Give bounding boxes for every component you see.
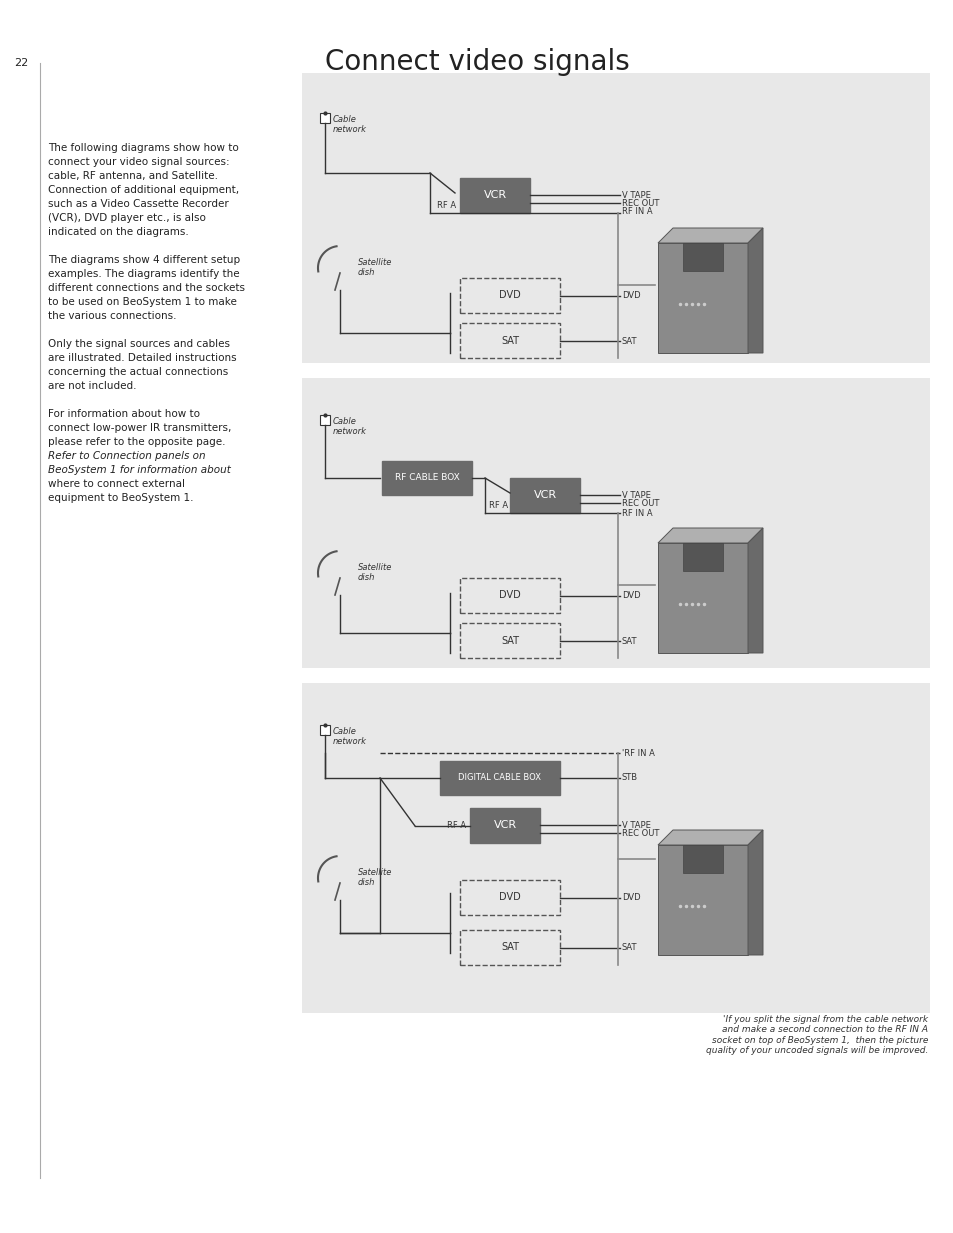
FancyBboxPatch shape [319, 725, 330, 735]
Text: Satellite: Satellite [357, 868, 392, 877]
Text: Cable: Cable [333, 115, 356, 125]
Text: 'RF IN A: 'RF IN A [621, 748, 654, 757]
Text: REC OUT: REC OUT [621, 199, 659, 207]
Text: DVD: DVD [621, 592, 640, 600]
Text: dish: dish [357, 573, 375, 582]
FancyBboxPatch shape [682, 243, 722, 270]
Text: where to connect external: where to connect external [48, 478, 185, 490]
FancyBboxPatch shape [381, 461, 472, 494]
Text: are illustrated. Detailed instructions: are illustrated. Detailed instructions [48, 353, 236, 363]
Text: Connect video signals: Connect video signals [324, 48, 629, 76]
Text: 22: 22 [13, 58, 28, 68]
Text: RF A: RF A [446, 821, 465, 831]
Text: please refer to the opposite page.: please refer to the opposite page. [48, 436, 225, 448]
Polygon shape [747, 830, 762, 956]
Text: examples. The diagrams identify the: examples. The diagrams identify the [48, 269, 239, 279]
Text: connect low-power IR transmitters,: connect low-power IR transmitters, [48, 423, 232, 433]
Text: 'If you split the signal from the cable network
and make a second connection to : 'If you split the signal from the cable … [705, 1015, 927, 1055]
Text: equipment to BeoSystem 1.: equipment to BeoSystem 1. [48, 493, 193, 503]
Text: SAT: SAT [621, 636, 637, 646]
Text: RF A: RF A [488, 502, 507, 510]
FancyBboxPatch shape [459, 277, 559, 313]
Text: indicated on the diagrams.: indicated on the diagrams. [48, 227, 189, 237]
Text: DVD: DVD [621, 894, 640, 903]
FancyBboxPatch shape [302, 683, 929, 1014]
FancyBboxPatch shape [459, 623, 559, 658]
Text: RF CABLE BOX: RF CABLE BOX [395, 473, 459, 482]
Text: RF A: RF A [436, 201, 456, 211]
FancyBboxPatch shape [302, 379, 929, 668]
Text: RF IN A: RF IN A [621, 508, 652, 518]
Text: DVD: DVD [498, 591, 520, 600]
Text: DVD: DVD [498, 893, 520, 903]
Text: DIGITAL CABLE BOX: DIGITAL CABLE BOX [458, 773, 541, 783]
Text: SAT: SAT [500, 942, 518, 953]
Text: REC OUT: REC OUT [621, 498, 659, 508]
FancyBboxPatch shape [459, 323, 559, 358]
Text: The following diagrams show how to: The following diagrams show how to [48, 143, 238, 153]
Text: network: network [333, 125, 367, 134]
Text: dish: dish [357, 878, 375, 887]
FancyBboxPatch shape [459, 880, 559, 915]
Text: For information about how to: For information about how to [48, 409, 200, 419]
FancyBboxPatch shape [658, 543, 747, 653]
Text: Satellite: Satellite [357, 563, 392, 572]
Text: V TAPE: V TAPE [621, 491, 650, 499]
FancyBboxPatch shape [319, 113, 330, 123]
Text: REC OUT: REC OUT [621, 829, 659, 837]
Polygon shape [658, 830, 762, 845]
Polygon shape [658, 528, 762, 543]
FancyBboxPatch shape [459, 178, 530, 213]
Text: are not included.: are not included. [48, 381, 136, 391]
Text: SAT: SAT [621, 943, 637, 953]
Text: DVD: DVD [498, 291, 520, 301]
Text: connect your video signal sources:: connect your video signal sources: [48, 157, 230, 166]
Text: different connections and the sockets: different connections and the sockets [48, 284, 245, 293]
Text: The diagrams show 4 different setup: The diagrams show 4 different setup [48, 255, 240, 265]
FancyBboxPatch shape [682, 543, 722, 571]
FancyBboxPatch shape [439, 761, 559, 795]
FancyBboxPatch shape [459, 578, 559, 613]
Text: DVD: DVD [621, 291, 640, 301]
Polygon shape [747, 228, 762, 353]
Text: Connection of additional equipment,: Connection of additional equipment, [48, 185, 239, 195]
Text: the various connections.: the various connections. [48, 311, 176, 321]
Text: such as a Video Cassette Recorder: such as a Video Cassette Recorder [48, 199, 229, 210]
Polygon shape [747, 528, 762, 653]
Text: BeoSystem 1 for information about: BeoSystem 1 for information about [48, 465, 231, 475]
Text: Refer to Connection panels on: Refer to Connection panels on [48, 451, 206, 461]
Text: V TAPE: V TAPE [621, 820, 650, 830]
FancyBboxPatch shape [658, 243, 747, 353]
Text: Satellite: Satellite [357, 258, 392, 268]
Text: (VCR), DVD player etc., is also: (VCR), DVD player etc., is also [48, 213, 206, 223]
Text: SAT: SAT [500, 635, 518, 646]
Text: dish: dish [357, 268, 375, 277]
Text: RF IN A: RF IN A [621, 206, 652, 216]
Text: VCR: VCR [533, 491, 556, 501]
FancyBboxPatch shape [302, 73, 929, 363]
Text: VCR: VCR [483, 191, 506, 201]
Text: V TAPE: V TAPE [621, 191, 650, 200]
Polygon shape [658, 228, 762, 243]
Text: STB: STB [621, 773, 638, 783]
FancyBboxPatch shape [470, 808, 539, 843]
FancyBboxPatch shape [658, 845, 747, 956]
Text: SAT: SAT [621, 337, 637, 345]
Text: concerning the actual connections: concerning the actual connections [48, 367, 228, 377]
FancyBboxPatch shape [319, 416, 330, 425]
Text: network: network [333, 737, 367, 746]
Text: VCR: VCR [493, 820, 516, 831]
FancyBboxPatch shape [510, 478, 579, 513]
Text: network: network [333, 427, 367, 436]
Text: SAT: SAT [500, 335, 518, 345]
Text: Only the signal sources and cables: Only the signal sources and cables [48, 339, 230, 349]
Text: Cable: Cable [333, 417, 356, 425]
FancyBboxPatch shape [459, 930, 559, 965]
Text: Cable: Cable [333, 727, 356, 736]
FancyBboxPatch shape [682, 845, 722, 873]
Text: cable, RF antenna, and Satellite.: cable, RF antenna, and Satellite. [48, 171, 218, 181]
Text: to be used on BeoSystem 1 to make: to be used on BeoSystem 1 to make [48, 297, 236, 307]
